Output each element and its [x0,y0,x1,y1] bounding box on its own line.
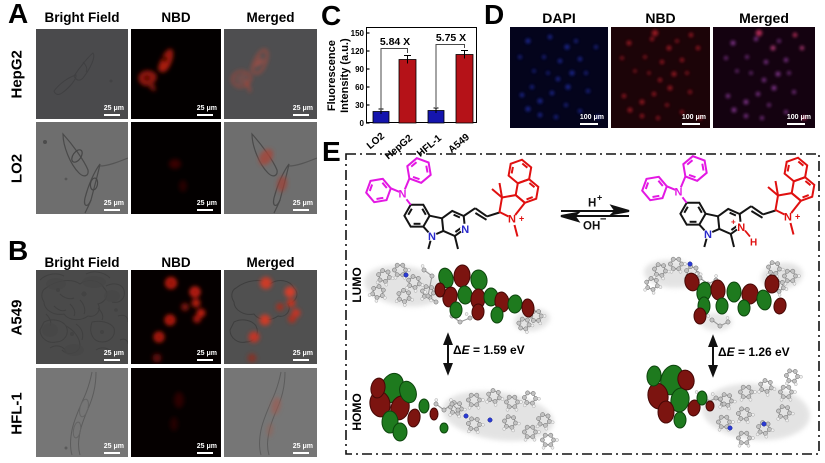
svg-text:+: + [597,193,602,203]
svg-text:OH: OH [583,221,600,233]
svg-text:H: H [750,238,757,249]
svg-text:−: − [600,214,606,226]
svg-text:150: 150 [351,29,365,38]
svg-text:+: + [731,218,736,227]
svg-text:N: N [428,231,436,243]
svg-text:ΔE = 1.59 eV: ΔE = 1.59 eV [453,343,525,357]
svg-text:N: N [508,214,516,226]
svg-text:0: 0 [360,119,365,128]
svg-text:ΔE = 1.26 eV: ΔE = 1.26 eV [718,345,790,359]
svg-text:N: N [399,189,407,201]
svg-text:+: + [795,212,800,222]
svg-text:120: 120 [351,47,365,56]
svg-text:N: N [675,187,683,199]
svg-text:30: 30 [355,101,364,110]
svg-text:N: N [704,229,712,241]
svg-text:N: N [461,224,469,236]
svg-text:N: N [784,212,792,224]
svg-text:N: N [737,222,745,234]
svg-text:H: H [588,198,596,210]
svg-text:60: 60 [355,83,364,92]
svg-text:5.84 X: 5.84 X [380,36,410,48]
svg-text:5.75 X: 5.75 X [436,32,466,44]
svg-text:90: 90 [355,65,364,74]
svg-text:+: + [519,214,524,224]
